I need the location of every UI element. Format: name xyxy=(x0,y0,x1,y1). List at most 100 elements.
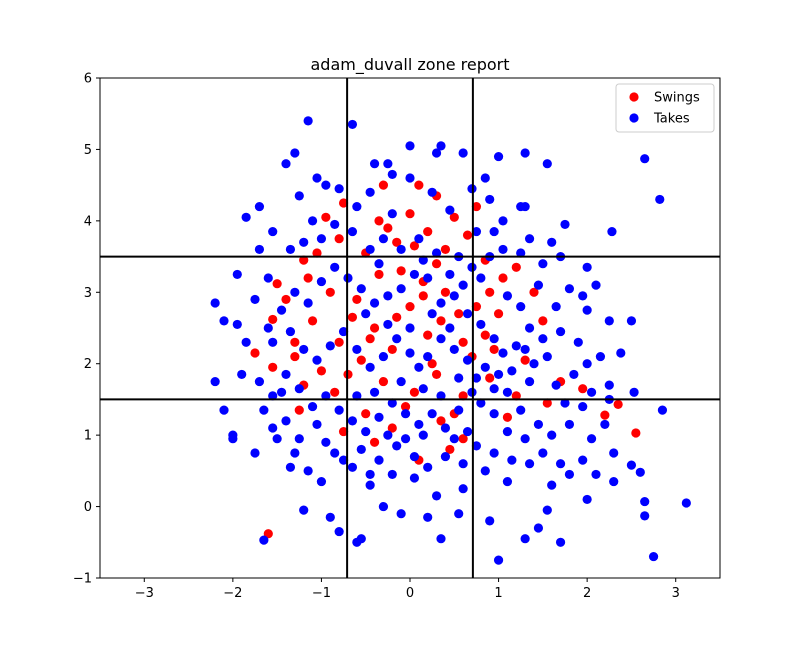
takes-point xyxy=(276,305,287,315)
takes-point xyxy=(436,534,446,544)
swings-point xyxy=(396,266,406,276)
swings-point xyxy=(268,362,278,372)
swings-point xyxy=(400,401,411,412)
takes-point xyxy=(387,169,397,180)
legend-box xyxy=(615,83,715,133)
takes-point xyxy=(290,148,300,158)
takes-point xyxy=(268,391,278,401)
takes-point xyxy=(232,319,242,330)
x-tick-label: 1 xyxy=(494,586,502,601)
takes-point xyxy=(462,309,473,319)
takes-point xyxy=(396,376,406,387)
y-tick-label: 6 xyxy=(84,72,92,87)
takes-point xyxy=(330,262,340,272)
takes-point xyxy=(254,376,265,387)
takes-point xyxy=(330,219,340,230)
swings-point xyxy=(471,201,482,212)
takes-point xyxy=(338,326,349,337)
swings-point xyxy=(440,244,451,255)
takes-point xyxy=(524,376,535,387)
takes-point xyxy=(555,326,566,337)
swings-point xyxy=(436,416,446,426)
takes-point xyxy=(378,234,389,244)
takes-point xyxy=(254,244,265,255)
takes-point xyxy=(516,248,526,258)
takes-point xyxy=(365,480,375,490)
takes-point xyxy=(250,448,260,458)
takes-point xyxy=(423,462,433,472)
takes-point xyxy=(316,276,327,287)
swings-point xyxy=(423,226,433,237)
takes-point xyxy=(347,416,358,426)
swings-point xyxy=(449,212,459,222)
takes-point xyxy=(498,216,508,226)
takes-point xyxy=(560,219,570,230)
swings-point xyxy=(631,428,641,438)
takes-point xyxy=(290,287,300,297)
takes-point xyxy=(538,259,548,269)
takes-point xyxy=(609,476,619,487)
takes-point xyxy=(520,344,530,355)
takes-point xyxy=(524,234,535,244)
takes-point xyxy=(564,284,575,294)
takes-point xyxy=(629,387,639,397)
swings-point xyxy=(338,426,349,437)
takes-point xyxy=(476,398,486,408)
swings-point xyxy=(290,337,300,347)
takes-point xyxy=(414,419,424,430)
x-tick-label: −3 xyxy=(135,586,154,601)
y-tick-label: 5 xyxy=(84,143,92,158)
takes-point xyxy=(250,294,260,305)
takes-point xyxy=(369,298,380,308)
points-layer xyxy=(210,116,691,565)
takes-point xyxy=(352,201,362,212)
takes-point xyxy=(321,391,331,401)
takes-point xyxy=(436,334,446,344)
takes-point xyxy=(400,409,411,419)
takes-point xyxy=(609,448,619,458)
takes-point xyxy=(325,512,335,522)
takes-point xyxy=(352,391,362,401)
takes-point xyxy=(383,159,393,169)
takes-point xyxy=(259,535,269,545)
takes-point xyxy=(578,455,588,465)
takes-point xyxy=(449,434,459,444)
swings-point xyxy=(272,279,282,289)
takes-point xyxy=(427,187,437,197)
swings-point xyxy=(307,316,318,326)
takes-point xyxy=(626,316,637,326)
takes-point xyxy=(396,509,406,519)
takes-point xyxy=(365,244,375,255)
swings-point xyxy=(493,309,504,319)
takes-point xyxy=(241,337,251,347)
swings-point xyxy=(458,391,468,401)
legend-label: Takes xyxy=(653,112,690,127)
takes-point xyxy=(316,234,327,244)
takes-point xyxy=(586,387,597,397)
x-tick-label: 3 xyxy=(672,586,680,601)
takes-point xyxy=(489,384,499,394)
takes-point xyxy=(436,391,446,401)
takes-point xyxy=(555,537,566,547)
takes-point xyxy=(299,344,309,355)
takes-point xyxy=(268,337,278,347)
swings-point xyxy=(378,376,389,387)
x-tick-label: 0 xyxy=(406,586,414,601)
takes-point xyxy=(551,301,561,312)
swings-point xyxy=(321,212,331,222)
takes-point xyxy=(547,430,557,440)
takes-point xyxy=(418,430,428,440)
takes-point xyxy=(471,226,482,237)
swings-point xyxy=(409,241,420,251)
takes-point xyxy=(237,369,247,380)
swings-point xyxy=(392,237,402,247)
swings-point xyxy=(489,344,499,355)
x-tick-label: −1 xyxy=(312,586,331,601)
takes-point xyxy=(445,205,455,215)
takes-point xyxy=(538,448,548,458)
takes-point xyxy=(352,537,362,547)
takes-point xyxy=(458,459,468,469)
takes-point xyxy=(516,405,526,415)
takes-point xyxy=(604,316,614,326)
takes-point xyxy=(578,291,588,301)
